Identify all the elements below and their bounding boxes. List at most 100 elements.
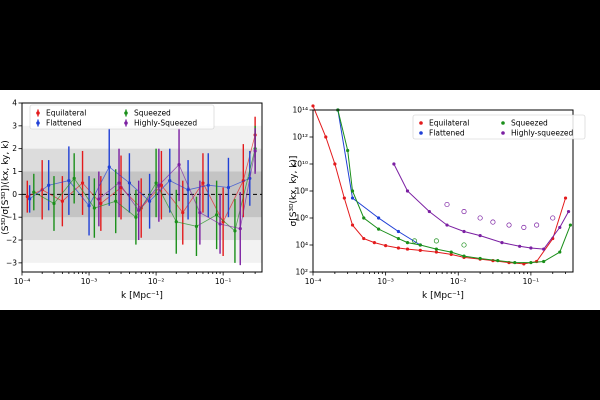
data-point — [32, 190, 36, 194]
data-point — [384, 244, 388, 248]
data-point — [154, 181, 158, 185]
data-point — [462, 229, 466, 234]
data-point — [445, 223, 449, 227]
y-tick-label: 10¹² — [292, 133, 308, 142]
series-highly-squeezed — [97, 128, 257, 266]
data-point — [311, 104, 315, 108]
data-point — [542, 247, 546, 251]
data-point — [253, 149, 257, 153]
x-tick-label: 10⁻² — [148, 277, 165, 286]
y-tick-label: −1 — [6, 213, 17, 222]
data-point — [238, 227, 242, 231]
data-point — [558, 225, 562, 230]
data-point — [157, 183, 161, 187]
data-point — [418, 248, 422, 252]
y-tick-label: 10⁶ — [295, 214, 308, 223]
data-point — [372, 241, 376, 245]
data-point — [87, 204, 91, 208]
x-tick-label: 10⁻² — [450, 277, 467, 286]
data-point — [350, 189, 355, 193]
hollow-data-point — [490, 219, 496, 225]
hollow-data-point — [444, 201, 450, 208]
data-point — [137, 208, 141, 212]
legend-marker — [501, 131, 505, 135]
hollow-data-point — [534, 222, 540, 228]
data-point — [47, 183, 51, 187]
data-point — [198, 211, 202, 215]
data-point — [67, 179, 71, 183]
series-flattened — [28, 128, 252, 236]
axes-frame — [21, 102, 263, 273]
legend-marker — [501, 121, 505, 125]
data-point — [396, 236, 401, 241]
y-tick-label: 3 — [12, 121, 17, 130]
data-point — [117, 181, 121, 185]
x-tick-label: 10⁻¹ — [215, 277, 232, 286]
x-tick-label: 10⁻³ — [377, 277, 394, 286]
data-point — [174, 220, 178, 224]
data-point — [558, 250, 562, 254]
hollow-data-point — [411, 238, 418, 244]
y-tick-label: 0 — [12, 190, 17, 199]
data-point — [114, 199, 118, 203]
legend-marker — [124, 111, 128, 115]
data-point — [478, 233, 482, 238]
data-point — [107, 165, 111, 169]
data-point — [194, 224, 199, 228]
y-tick-label: 2 — [12, 144, 17, 153]
legend-marker — [36, 121, 40, 125]
data-point — [518, 244, 522, 248]
data-point — [342, 196, 346, 200]
data-point — [392, 162, 396, 166]
data-point — [529, 260, 533, 265]
series-line — [29, 166, 250, 207]
hollow-data-point — [550, 215, 556, 221]
legend-entry: Highly-squeezed — [511, 129, 574, 138]
hollow-data-point — [461, 209, 467, 215]
data-point — [324, 135, 328, 139]
data-point — [449, 252, 453, 257]
hollow-data-point — [506, 222, 512, 228]
legend-marker — [419, 121, 423, 125]
data-point — [563, 196, 568, 200]
legend-marker — [124, 121, 128, 125]
data-point — [127, 181, 132, 185]
data-point — [72, 176, 76, 180]
y-tick-label: −2 — [6, 236, 17, 245]
data-point — [28, 197, 32, 201]
data-point — [333, 162, 337, 166]
data-point — [147, 199, 152, 203]
x-tick-label: 10⁻⁴ — [305, 277, 322, 286]
y-tick-label: 1 — [12, 167, 17, 176]
hollow-data-point — [461, 242, 467, 248]
data-point — [376, 227, 381, 231]
data-point — [168, 179, 172, 183]
series-line — [393, 163, 569, 250]
data-point — [226, 185, 231, 190]
data-point — [201, 181, 205, 185]
y-tick-label: 10⁸ — [295, 187, 308, 196]
data-point — [462, 254, 466, 258]
data-point — [434, 247, 438, 251]
data-point — [449, 250, 453, 254]
data-point — [500, 241, 504, 245]
data-point — [376, 216, 381, 220]
data-point — [60, 199, 64, 203]
data-point — [478, 256, 482, 261]
x-tick-label: 10⁻⁴ — [14, 277, 31, 286]
legend-box — [412, 114, 586, 140]
series-highly-squeezed — [392, 162, 571, 251]
data-point — [396, 246, 401, 250]
data-point — [405, 247, 410, 251]
data-point — [513, 260, 517, 265]
legend-entry: Highly-Squeezed — [134, 119, 197, 128]
x-tick-label: 10⁻¹ — [523, 277, 540, 286]
data-point — [92, 206, 96, 210]
legend-entry: Flattened — [46, 119, 82, 128]
x-tick-label: 10⁻³ — [81, 277, 98, 286]
data-point — [99, 201, 103, 206]
data-point — [206, 183, 210, 187]
